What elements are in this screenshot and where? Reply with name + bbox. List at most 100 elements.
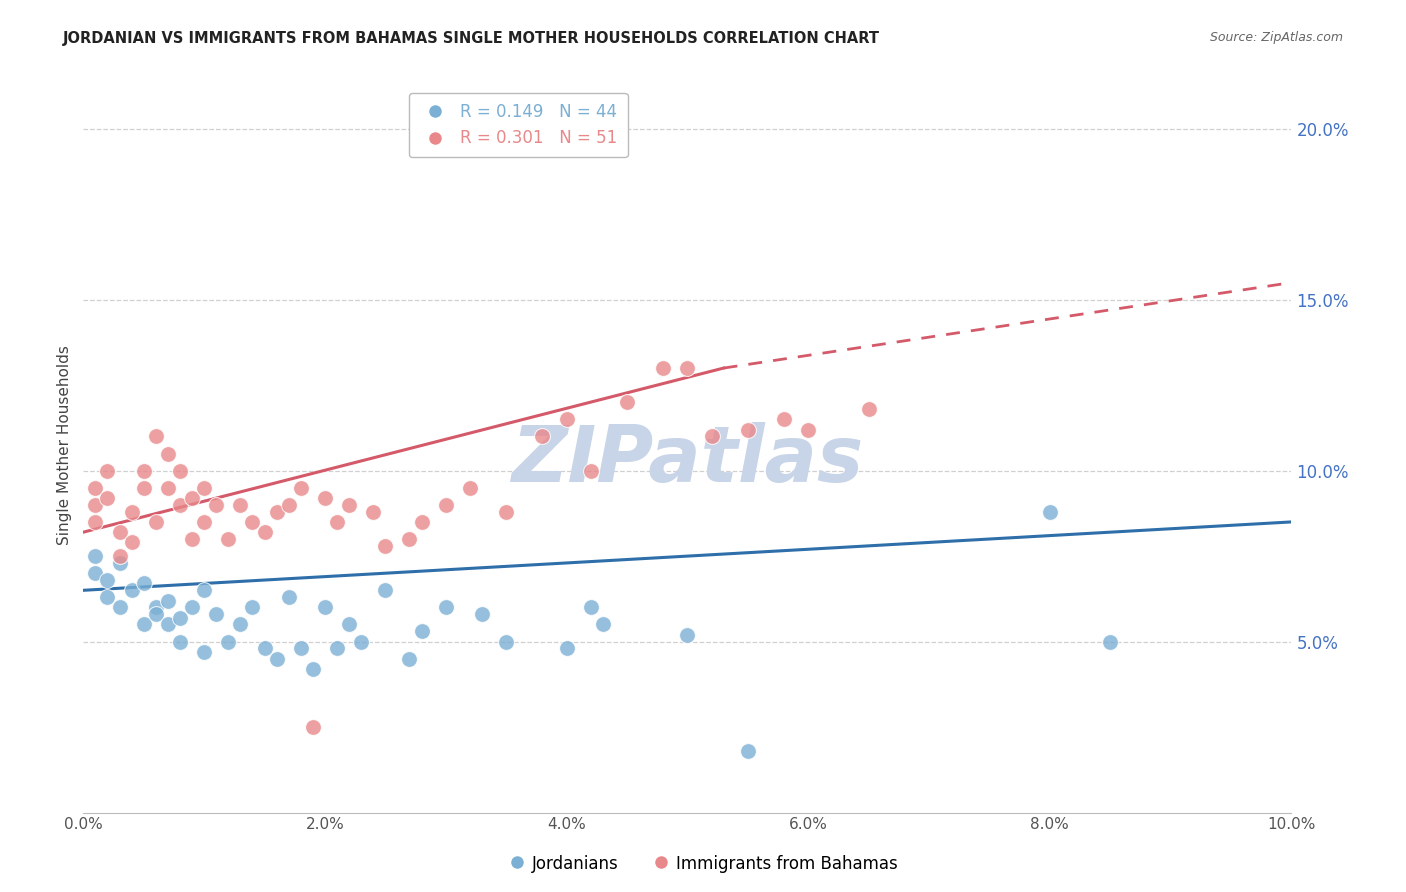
Point	[737, 423, 759, 437]
Point	[531, 429, 554, 443]
Point	[253, 641, 276, 656]
Point	[314, 600, 336, 615]
Point	[121, 583, 143, 598]
Point	[411, 515, 433, 529]
Point	[217, 634, 239, 648]
Point	[193, 515, 215, 529]
Point	[555, 412, 578, 426]
Point	[337, 617, 360, 632]
Point	[797, 423, 820, 437]
Point	[108, 549, 131, 563]
Point	[84, 498, 107, 512]
Point	[145, 607, 167, 622]
Point	[193, 583, 215, 598]
Point	[350, 634, 373, 648]
Point	[169, 610, 191, 624]
Point	[858, 402, 880, 417]
Point	[579, 464, 602, 478]
Point	[169, 464, 191, 478]
Point	[411, 624, 433, 639]
Point	[579, 600, 602, 615]
Point	[700, 429, 723, 443]
Point	[156, 593, 179, 607]
Text: Source: ZipAtlas.com: Source: ZipAtlas.com	[1209, 31, 1343, 45]
Point	[121, 535, 143, 549]
Point	[205, 498, 228, 512]
Point	[676, 361, 699, 376]
Point	[314, 491, 336, 505]
Point	[132, 576, 155, 591]
Point	[737, 744, 759, 758]
Point	[302, 720, 325, 734]
Point	[1099, 634, 1122, 648]
Point	[290, 481, 312, 495]
Point	[1039, 505, 1062, 519]
Point	[434, 600, 457, 615]
Point	[132, 617, 155, 632]
Point	[277, 590, 299, 604]
Point	[145, 515, 167, 529]
Point	[145, 600, 167, 615]
Point	[193, 645, 215, 659]
Point	[374, 539, 396, 553]
Point	[132, 464, 155, 478]
Point	[96, 464, 118, 478]
Y-axis label: Single Mother Households: Single Mother Households	[58, 345, 72, 545]
Point	[773, 412, 796, 426]
Point	[193, 481, 215, 495]
Point	[108, 556, 131, 570]
Point	[181, 532, 204, 546]
Point	[495, 505, 517, 519]
Text: ZIPatlas: ZIPatlas	[512, 422, 863, 498]
Point	[326, 515, 349, 529]
Text: JORDANIAN VS IMMIGRANTS FROM BAHAMAS SINGLE MOTHER HOUSEHOLDS CORRELATION CHART: JORDANIAN VS IMMIGRANTS FROM BAHAMAS SIN…	[63, 31, 880, 46]
Point	[96, 573, 118, 587]
Point	[156, 617, 179, 632]
Point	[145, 429, 167, 443]
Point	[253, 525, 276, 540]
Point	[156, 481, 179, 495]
Point	[96, 491, 118, 505]
Point	[616, 395, 638, 409]
Point	[96, 590, 118, 604]
Point	[374, 583, 396, 598]
Point	[326, 641, 349, 656]
Point	[290, 641, 312, 656]
Point	[398, 651, 420, 665]
Point	[592, 617, 614, 632]
Point	[205, 607, 228, 622]
Point	[434, 498, 457, 512]
Point	[84, 566, 107, 581]
Point	[108, 525, 131, 540]
Point	[121, 505, 143, 519]
Point	[84, 481, 107, 495]
Point	[132, 481, 155, 495]
Point	[169, 498, 191, 512]
Point	[266, 505, 288, 519]
Point	[361, 505, 384, 519]
Point	[242, 600, 264, 615]
Legend: Jordanians, Immigrants from Bahamas: Jordanians, Immigrants from Bahamas	[502, 848, 904, 880]
Point	[242, 515, 264, 529]
Point	[277, 498, 299, 512]
Point	[471, 607, 494, 622]
Point	[181, 600, 204, 615]
Legend: R = 0.149   N = 44, R = 0.301   N = 51: R = 0.149 N = 44, R = 0.301 N = 51	[409, 93, 627, 158]
Point	[652, 361, 675, 376]
Point	[108, 600, 131, 615]
Point	[495, 634, 517, 648]
Point	[169, 634, 191, 648]
Point	[84, 549, 107, 563]
Point	[458, 481, 481, 495]
Point	[217, 532, 239, 546]
Point	[229, 498, 252, 512]
Point	[181, 491, 204, 505]
Point	[337, 498, 360, 512]
Point	[229, 617, 252, 632]
Point	[266, 651, 288, 665]
Point	[84, 515, 107, 529]
Point	[676, 628, 699, 642]
Point	[302, 662, 325, 676]
Point	[398, 532, 420, 546]
Point	[555, 641, 578, 656]
